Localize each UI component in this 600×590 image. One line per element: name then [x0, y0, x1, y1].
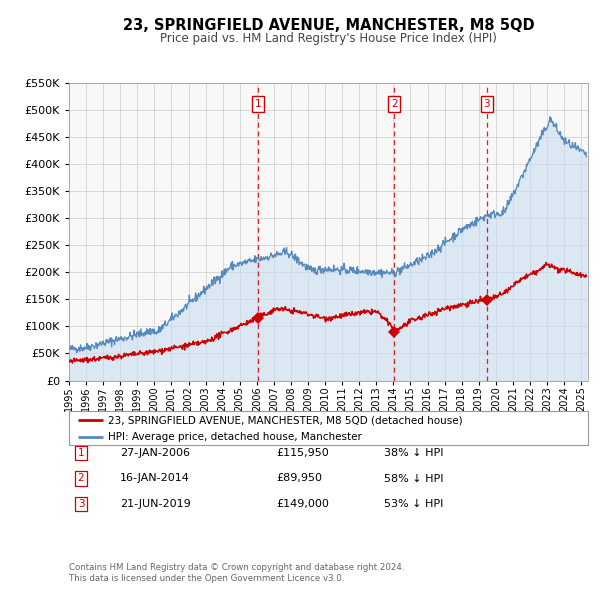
Text: Contains HM Land Registry data © Crown copyright and database right 2024.: Contains HM Land Registry data © Crown c… [69, 563, 404, 572]
Text: 3: 3 [77, 499, 85, 509]
Text: 2: 2 [77, 474, 85, 483]
Text: £149,000: £149,000 [276, 499, 329, 509]
Text: 2: 2 [391, 99, 398, 109]
Text: 27-JAN-2006: 27-JAN-2006 [120, 448, 190, 458]
Text: £89,950: £89,950 [276, 474, 322, 483]
Text: 1: 1 [77, 448, 85, 458]
Text: 3: 3 [484, 99, 490, 109]
Text: 1: 1 [254, 99, 262, 109]
Text: HPI: Average price, detached house, Manchester: HPI: Average price, detached house, Manc… [108, 432, 362, 442]
Text: £115,950: £115,950 [276, 448, 329, 458]
Text: 38% ↓ HPI: 38% ↓ HPI [384, 448, 443, 458]
Text: Price paid vs. HM Land Registry's House Price Index (HPI): Price paid vs. HM Land Registry's House … [160, 32, 497, 45]
Text: This data is licensed under the Open Government Licence v3.0.: This data is licensed under the Open Gov… [69, 574, 344, 583]
Text: 23, SPRINGFIELD AVENUE, MANCHESTER, M8 5QD (detached house): 23, SPRINGFIELD AVENUE, MANCHESTER, M8 5… [108, 415, 463, 425]
Text: 23, SPRINGFIELD AVENUE, MANCHESTER, M8 5QD: 23, SPRINGFIELD AVENUE, MANCHESTER, M8 5… [123, 18, 535, 32]
Text: 58% ↓ HPI: 58% ↓ HPI [384, 474, 443, 483]
Text: 16-JAN-2014: 16-JAN-2014 [120, 474, 190, 483]
Text: 53% ↓ HPI: 53% ↓ HPI [384, 499, 443, 509]
Text: 21-JUN-2019: 21-JUN-2019 [120, 499, 191, 509]
